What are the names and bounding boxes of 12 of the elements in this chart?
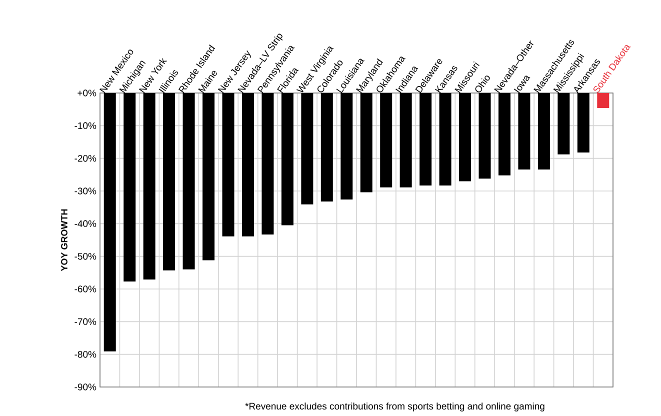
- y-tick-label: -40%: [74, 220, 96, 228]
- y-axis-title: YOY GROWTH: [61, 209, 68, 272]
- y-tick-label: -80%: [74, 350, 96, 358]
- y-tick-label: +0%: [78, 90, 96, 96]
- y-tick-label: -50%: [74, 252, 96, 260]
- y-tick-label: -70%: [74, 318, 96, 326]
- y-tick-label: -90%: [74, 384, 96, 390]
- y-tick-label: -10%: [74, 122, 96, 130]
- y-tick-label: -20%: [74, 154, 96, 162]
- y-tick-label: -30%: [74, 188, 96, 194]
- text: *Revenue excludes contributions from sports betting and online gaming: [245, 402, 544, 412]
- y-tick-label: -60%: [74, 286, 96, 292]
